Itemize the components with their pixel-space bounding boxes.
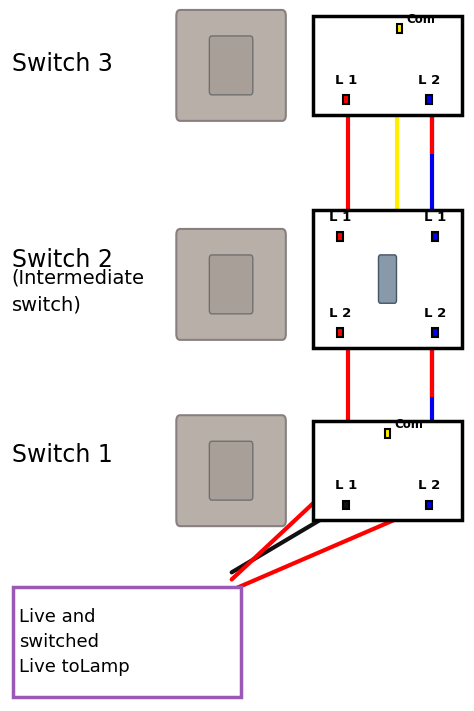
- Bar: [427, 95, 432, 104]
- FancyBboxPatch shape: [176, 415, 286, 526]
- Text: L 2: L 2: [328, 307, 351, 320]
- Text: (Intermediate
switch): (Intermediate switch): [12, 269, 145, 314]
- Text: L 2: L 2: [418, 74, 440, 87]
- FancyBboxPatch shape: [210, 255, 253, 314]
- Bar: [313, 210, 462, 348]
- Bar: [313, 16, 462, 115]
- Text: Switch 3: Switch 3: [12, 52, 113, 76]
- FancyBboxPatch shape: [378, 255, 396, 303]
- Text: Com: Com: [394, 418, 423, 431]
- Bar: [432, 232, 438, 241]
- Bar: [427, 501, 432, 509]
- Text: L 2: L 2: [418, 479, 440, 492]
- Bar: [432, 328, 438, 337]
- FancyBboxPatch shape: [210, 442, 253, 500]
- Text: Switch 1: Switch 1: [12, 443, 113, 467]
- Bar: [397, 24, 402, 33]
- Bar: [343, 95, 348, 104]
- Text: L 1: L 1: [328, 211, 351, 224]
- Bar: [385, 429, 390, 438]
- Bar: [13, 587, 241, 697]
- Bar: [337, 232, 343, 241]
- Text: Live and
switched
Live toLamp: Live and switched Live toLamp: [19, 608, 130, 676]
- Text: L 2: L 2: [424, 307, 447, 320]
- Text: Com: Com: [406, 13, 435, 26]
- Bar: [337, 328, 343, 337]
- FancyBboxPatch shape: [176, 10, 286, 121]
- Bar: [313, 421, 462, 520]
- FancyBboxPatch shape: [176, 229, 286, 340]
- Text: Switch 2: Switch 2: [12, 247, 113, 272]
- Text: L 1: L 1: [335, 479, 357, 492]
- Bar: [343, 501, 348, 509]
- Text: L 1: L 1: [424, 211, 447, 224]
- Text: L 1: L 1: [335, 74, 357, 87]
- FancyBboxPatch shape: [210, 36, 253, 95]
